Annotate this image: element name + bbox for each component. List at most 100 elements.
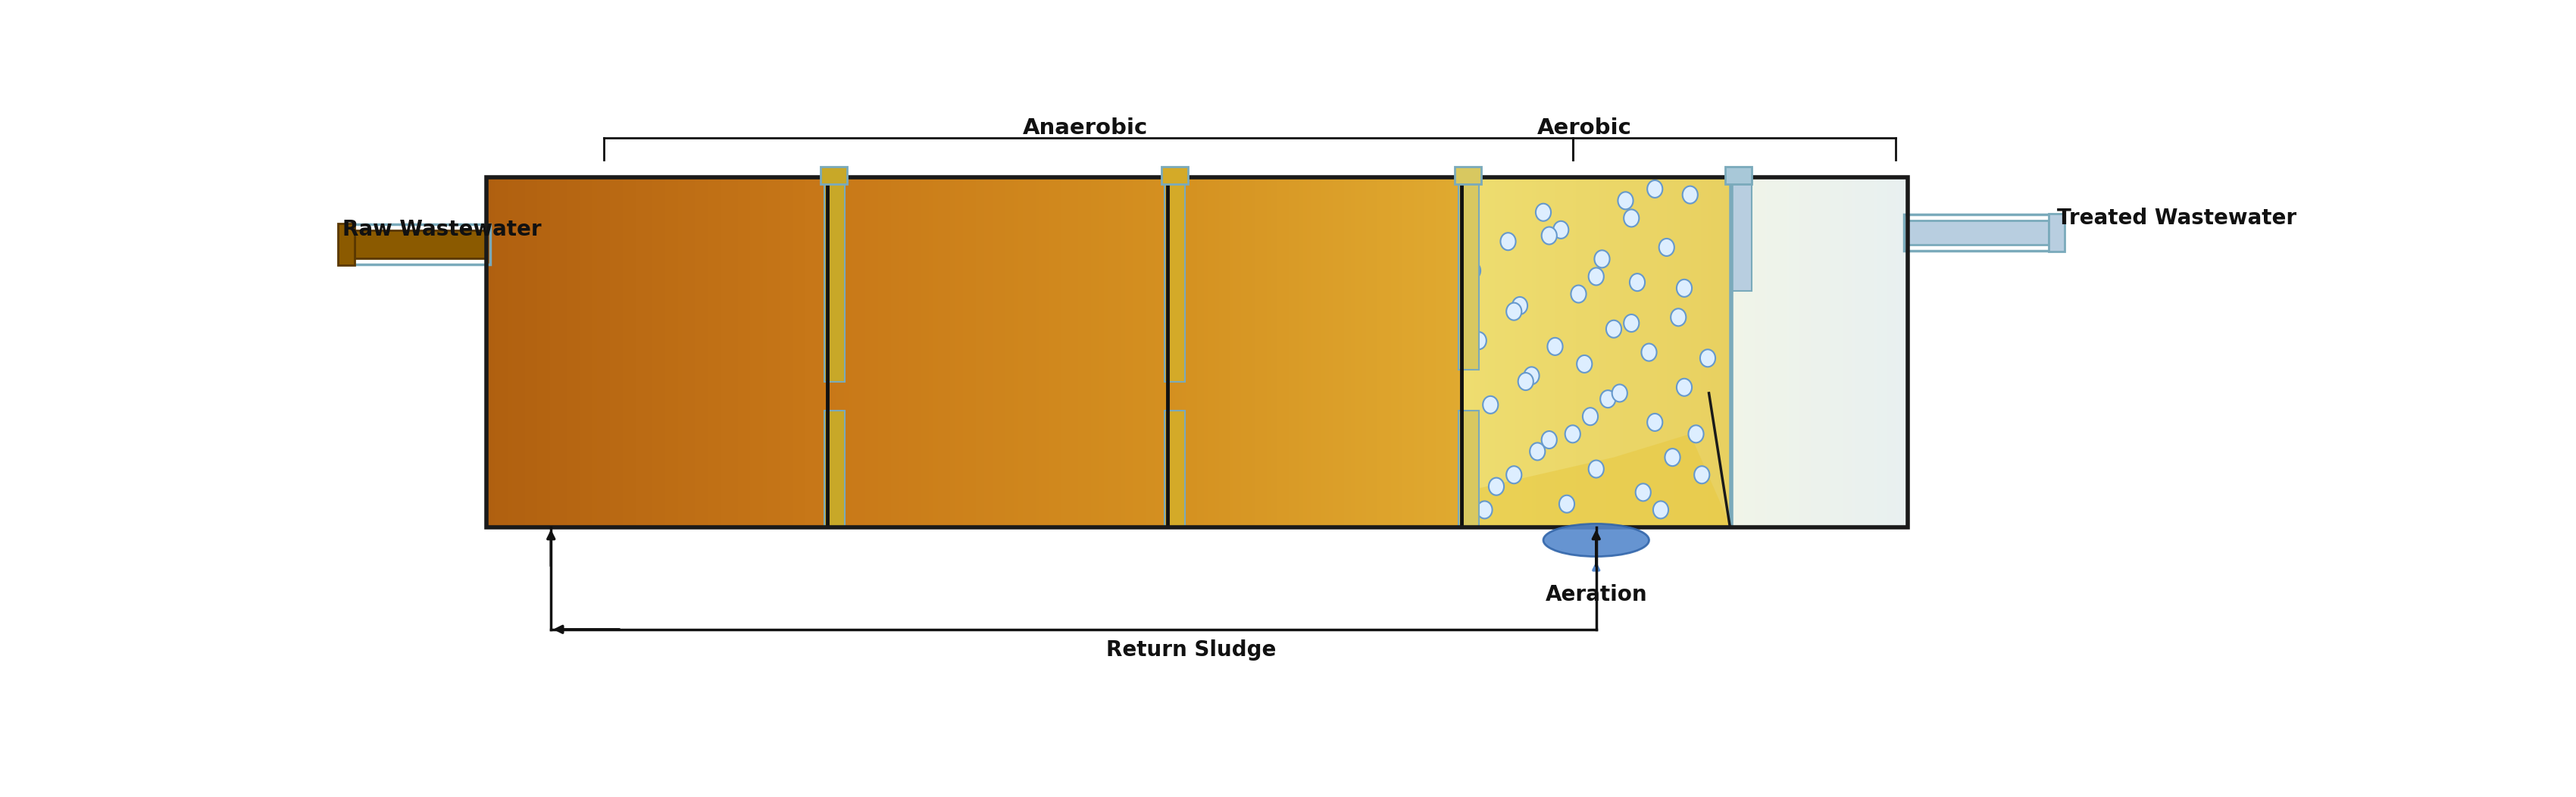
- Bar: [1816, 177, 1819, 528]
- Bar: [1296, 177, 1301, 528]
- Text: Treated Wastewater: Treated Wastewater: [2058, 207, 2298, 229]
- Bar: [840, 177, 845, 528]
- Bar: [1115, 177, 1121, 528]
- Bar: [546, 177, 551, 528]
- Bar: [1466, 177, 1468, 528]
- Bar: [1801, 177, 1803, 528]
- Bar: [611, 177, 616, 528]
- Bar: [824, 177, 845, 382]
- Bar: [917, 177, 922, 528]
- Bar: [737, 177, 742, 528]
- Ellipse shape: [1489, 477, 1504, 495]
- Bar: [1865, 177, 1868, 528]
- Bar: [1643, 177, 1649, 528]
- Bar: [1566, 177, 1569, 528]
- Bar: [580, 177, 585, 528]
- Bar: [1860, 177, 1865, 528]
- Bar: [533, 177, 538, 528]
- Bar: [925, 177, 930, 528]
- Bar: [711, 177, 716, 528]
- Bar: [1370, 177, 1373, 528]
- Ellipse shape: [1677, 379, 1692, 396]
- Bar: [1504, 177, 1510, 528]
- Bar: [1896, 177, 1899, 528]
- Bar: [1414, 177, 1417, 528]
- Bar: [793, 177, 799, 528]
- Bar: [1669, 177, 1674, 528]
- Bar: [1770, 177, 1775, 528]
- Bar: [930, 177, 935, 528]
- Bar: [1260, 177, 1265, 528]
- Bar: [1850, 177, 1852, 528]
- Bar: [858, 177, 860, 528]
- Bar: [1159, 177, 1164, 528]
- Bar: [1041, 177, 1046, 528]
- Bar: [1146, 177, 1151, 528]
- Ellipse shape: [1540, 431, 1556, 449]
- Bar: [690, 177, 696, 528]
- Bar: [1435, 177, 1440, 528]
- Bar: [1103, 177, 1108, 528]
- Bar: [1904, 214, 2053, 251]
- Ellipse shape: [1618, 192, 1633, 210]
- Bar: [1636, 177, 1641, 528]
- Bar: [1182, 177, 1188, 528]
- Bar: [564, 177, 567, 528]
- Bar: [1767, 177, 1770, 528]
- Ellipse shape: [1677, 280, 1692, 296]
- Bar: [981, 177, 984, 528]
- Bar: [1754, 177, 1759, 528]
- Bar: [1350, 177, 1355, 528]
- Text: Aeration: Aeration: [1546, 583, 1646, 605]
- Bar: [1587, 177, 1589, 528]
- Bar: [1510, 177, 1512, 528]
- Bar: [1417, 177, 1422, 528]
- Bar: [567, 177, 572, 528]
- Bar: [1479, 177, 1481, 528]
- Bar: [631, 177, 636, 528]
- Bar: [1303, 177, 1309, 528]
- Bar: [1425, 177, 1430, 528]
- Ellipse shape: [1595, 250, 1610, 268]
- Bar: [1739, 177, 1744, 528]
- Bar: [1422, 177, 1425, 528]
- Bar: [1883, 177, 1886, 528]
- Bar: [1579, 177, 1584, 528]
- Bar: [1162, 167, 1188, 184]
- Bar: [1759, 177, 1762, 528]
- Ellipse shape: [1695, 466, 1710, 484]
- Bar: [997, 177, 1002, 528]
- Bar: [577, 177, 580, 528]
- Ellipse shape: [1641, 344, 1656, 361]
- Bar: [1473, 177, 1479, 528]
- Bar: [884, 177, 886, 528]
- Bar: [951, 177, 956, 528]
- Bar: [907, 177, 912, 528]
- Bar: [1255, 177, 1260, 528]
- Ellipse shape: [1566, 426, 1579, 442]
- Bar: [976, 177, 981, 528]
- Bar: [1641, 177, 1643, 528]
- Bar: [598, 177, 603, 528]
- Bar: [1844, 177, 1847, 528]
- Bar: [1319, 177, 1321, 528]
- Bar: [1829, 177, 1832, 528]
- Bar: [796, 177, 801, 528]
- Ellipse shape: [1548, 338, 1564, 355]
- Bar: [853, 177, 858, 528]
- Bar: [878, 177, 884, 528]
- Bar: [1383, 177, 1388, 528]
- Text: Aerobic: Aerobic: [1538, 117, 1631, 139]
- Bar: [871, 177, 873, 528]
- Bar: [1262, 177, 1267, 528]
- Bar: [1391, 177, 1396, 528]
- Bar: [1141, 177, 1146, 528]
- Bar: [1705, 177, 1708, 528]
- Bar: [1582, 177, 1587, 528]
- Bar: [1623, 177, 1628, 528]
- Bar: [1893, 177, 1896, 528]
- Bar: [677, 177, 683, 528]
- Bar: [1285, 177, 1288, 528]
- Bar: [1664, 177, 1667, 528]
- Bar: [773, 177, 775, 528]
